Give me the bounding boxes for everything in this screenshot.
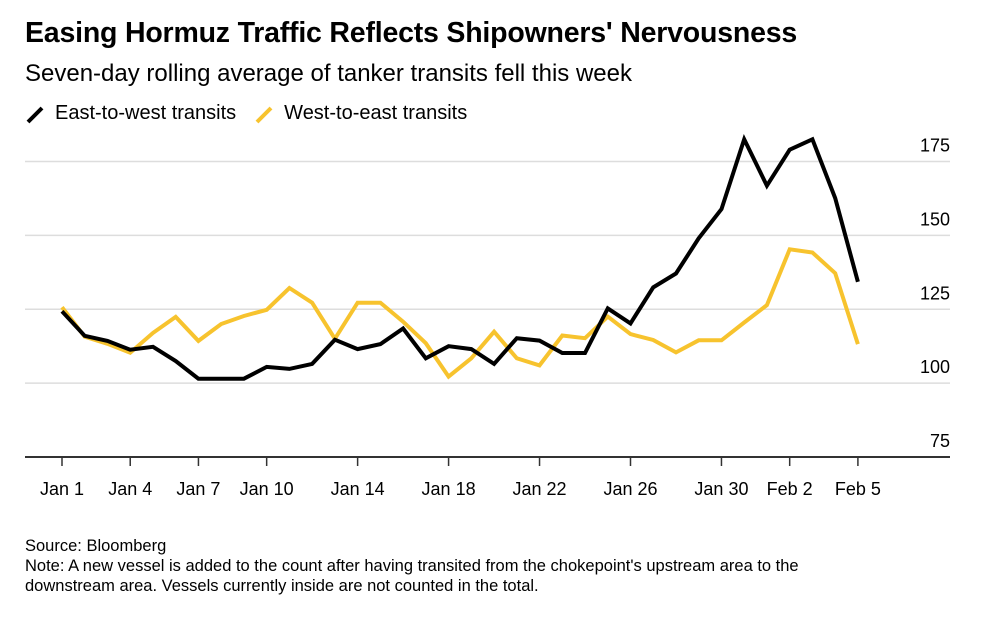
x-tick-label: Jan 1: [40, 479, 84, 499]
y-tick-label-100: 100: [920, 357, 950, 377]
legend-label-west-to-east: West-to-east transits: [284, 102, 468, 124]
legend-swatch-west-to-east-icon: [255, 106, 273, 123]
gridlines: [25, 160, 950, 384]
chart-title: Easing Hormuz Traffic Reflects Shipowner…: [25, 17, 798, 49]
y-tick-label-150: 150: [920, 209, 950, 229]
y-axis-labels: 75 100 125 150 175: [920, 136, 950, 452]
x-tick-label: Jan 22: [513, 479, 567, 499]
x-tick-label: Jan 10: [240, 479, 294, 499]
y-tick-label-75: 75: [930, 431, 950, 451]
x-tick-label: Jan 30: [694, 479, 748, 499]
note-text-line-1: Note: A new vessel is added to the count…: [25, 557, 799, 575]
x-tick-label: Jan 4: [108, 479, 152, 499]
y-tick-label-125: 125: [920, 283, 950, 303]
legend-item-east-to-west: East-to-west transits: [25, 102, 236, 125]
x-tick-label: Jan 7: [176, 479, 220, 499]
x-tick-label: Jan 18: [422, 479, 476, 499]
legend-item-west-to-east: West-to-east transits: [254, 102, 467, 125]
series-line-west-to-east: [60, 247, 860, 380]
series-line-east-to-west: [60, 133, 860, 381]
x-tick-label: Feb 5: [835, 479, 881, 499]
note-text-line-2: downstream area. Vessels currently insid…: [25, 577, 539, 595]
x-tick-label: Jan 14: [331, 479, 385, 499]
source-text: Source: Bloomberg: [25, 537, 167, 555]
legend-label-east-to-west: East-to-west transits: [55, 102, 237, 124]
y-tick-label-175: 175: [920, 136, 950, 156]
series-lines: [60, 133, 860, 381]
legend-swatch-east-to-west-icon: [26, 106, 44, 123]
x-tick-label: Feb 2: [767, 479, 813, 499]
footer: Source: Bloomberg Note: A new vessel is …: [25, 536, 965, 596]
legend: East-to-west transits West-to-east trans…: [25, 102, 485, 125]
chart-subtitle: Seven-day rolling average of tanker tran…: [25, 60, 632, 87]
x-tick-label: Jan 26: [603, 479, 657, 499]
x-axis: Jan 1 Jan 4 Jan 7 Jan 10 Jan 14 Jan 18 Jan 22 J…: [25, 456, 950, 499]
